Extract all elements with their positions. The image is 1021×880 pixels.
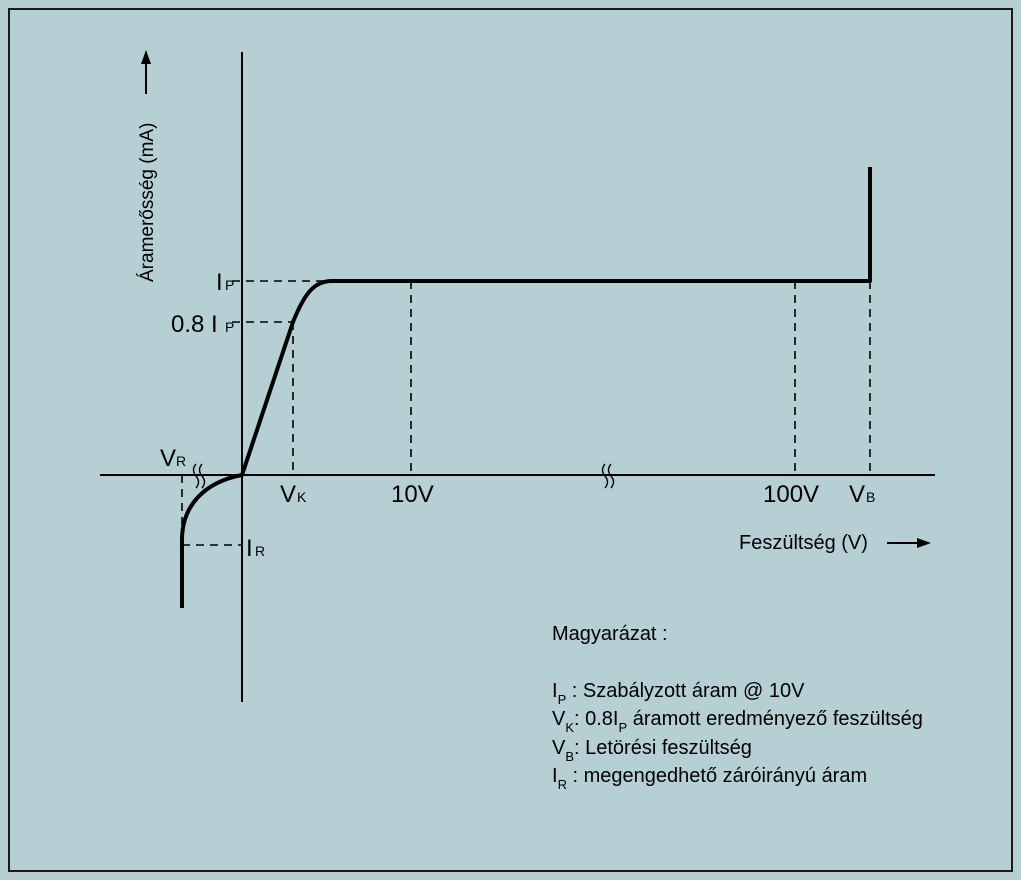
frame-border [8,8,1013,872]
ip08-label: 0.8 I P [171,311,234,338]
legend: Magyarázat : IP : Szabályzott áram @ 10V… [552,623,923,792]
legend-item-vb: VB: Letörési feszültség [552,737,752,764]
y-axis-arrow [141,50,151,94]
legend-item-ir: IR : megengedhető záróirányú áram [552,765,867,792]
svg-text:P: P [225,277,234,293]
ir-label: I R [246,535,265,562]
x-axis-break-middle [601,463,615,489]
x-axis-break-left [192,463,206,489]
characteristic-curve [180,167,872,608]
svg-text:K: K [297,489,307,505]
svg-text:R: R [176,453,186,469]
y-axis-label: Áramerősség (mA) [137,123,158,282]
vr-label: V R [160,445,186,472]
legend-item-vk: VK: 0.8IP áramott eredményező feszültség [552,708,923,735]
svg-text:V: V [160,445,176,472]
vb-label: V B [849,481,875,508]
x-axis-arrow [887,538,931,548]
svg-text:R: R [255,543,265,559]
x-axis-label: Feszültség (V) [739,532,868,554]
vk-label: V K [280,481,307,508]
legend-item-ip: IP : Szabályzott áram @ 10V [552,680,805,707]
svg-text:0.8 I: 0.8 I [171,311,218,338]
v100-label: 100V [763,481,819,508]
v10-label: 10V [391,481,434,508]
svg-text:I: I [216,269,223,296]
svg-text:I: I [246,535,253,562]
svg-text:V: V [849,481,865,508]
svg-text:B: B [866,489,875,505]
ip-label: I P [216,269,234,296]
svg-text:V: V [280,481,296,508]
svg-text:P: P [225,319,234,335]
legend-title: Magyarázat : [552,623,668,645]
